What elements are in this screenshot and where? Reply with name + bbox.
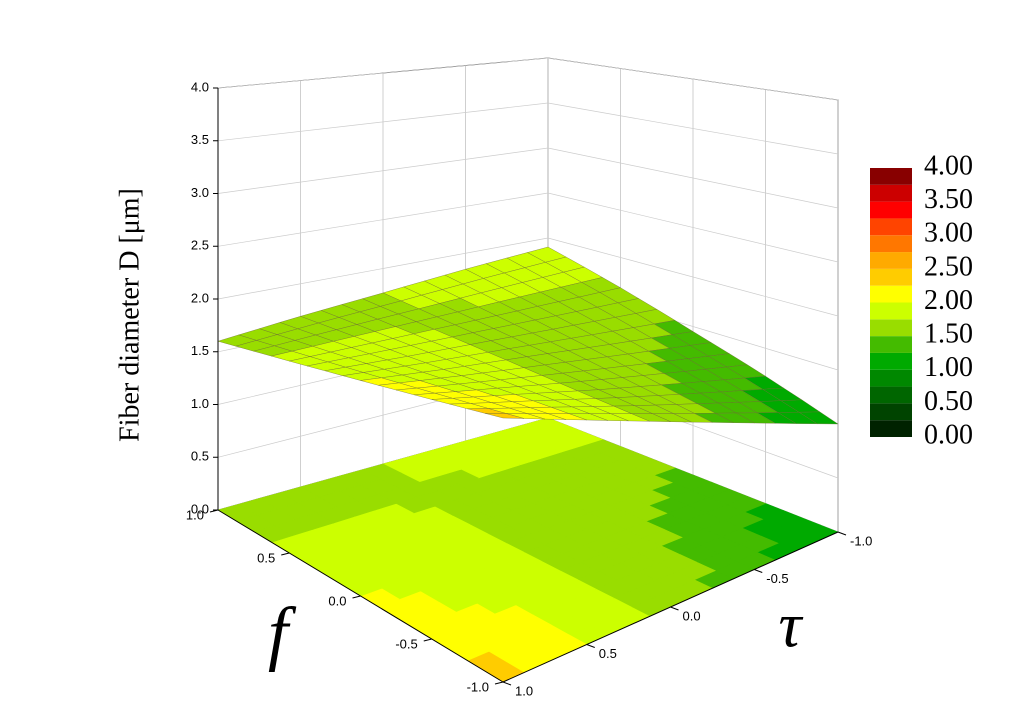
- y-axis-title: τ: [779, 590, 804, 661]
- x-tick-label: 1.0: [186, 507, 204, 522]
- x-tick: [281, 552, 290, 556]
- colorbar-tick-label: 1.00: [924, 352, 973, 383]
- y-tick: [670, 606, 679, 611]
- y-tick: [586, 644, 595, 648]
- colorbar-band: [870, 386, 912, 404]
- surface-cell: [485, 413, 524, 419]
- colorbar-band: [870, 268, 912, 286]
- z-tick-label: 2.5: [191, 238, 209, 253]
- colorbar-band: [870, 420, 912, 437]
- y-tick: [837, 531, 847, 536]
- colorbar-band: [870, 252, 912, 269]
- z-axis-title: Fiber diameter D [μm]: [114, 188, 145, 442]
- y-tick: [754, 569, 763, 573]
- z-tick-label: 0.5: [191, 449, 209, 464]
- colorbar-band: [870, 184, 912, 202]
- colorbar-band: [870, 352, 912, 370]
- colorbar-tick-label: 0.00: [924, 419, 973, 450]
- colorbar-band: [870, 302, 912, 320]
- z-tick-label: 0.0: [191, 501, 209, 516]
- colorbar-band: [870, 403, 912, 421]
- x-tick: [494, 681, 504, 685]
- colorbar-band: [870, 319, 912, 337]
- colorbar-band: [870, 218, 912, 236]
- colorbar-band: [870, 168, 912, 185]
- y-tick-label: 0.5: [599, 646, 617, 661]
- colorbar-tick-label: 2.00: [924, 285, 973, 316]
- colorbar-tick-label: 1.50: [924, 319, 973, 350]
- grid-line: [217, 192, 839, 263]
- floor-contour: [217, 417, 839, 683]
- y-tick-label: -1.0: [850, 533, 872, 548]
- axes: 0.0 0.5 1.0 1.5 2.0 2.5 3.0 3.5 4.0 -1.0 -0.5 0.0 0.…: [186, 79, 872, 698]
- surface: [217, 246, 839, 425]
- grid-line: [217, 147, 839, 209]
- z-tick-label: 1.0: [191, 396, 209, 411]
- y-tick: [502, 681, 512, 686]
- z-tick-label: 1.5: [191, 343, 209, 358]
- colorbar-tick-label: 3.50: [924, 184, 973, 215]
- x-tick-label: -0.5: [395, 636, 417, 651]
- y-tick-label: 1.0: [515, 683, 533, 698]
- z-tick-label: 3.5: [191, 132, 209, 147]
- grid-line: [217, 102, 839, 155]
- colorbar-band: [870, 235, 912, 253]
- grid-line: [217, 237, 839, 317]
- x-tick: [352, 595, 361, 599]
- x-tick: [209, 509, 219, 513]
- x-tick-label: 0.5: [257, 550, 275, 565]
- z-tick-label: 2.0: [191, 290, 209, 305]
- colorbar: 0.000.501.001.502.002.503.003.504.00: [870, 150, 973, 450]
- colorbar-tick-label: 2.50: [924, 251, 973, 282]
- colorbar-tick-label: 0.50: [924, 386, 973, 417]
- z-tick-label: 4.0: [191, 79, 209, 94]
- y-tick-label: 0.0: [683, 608, 701, 623]
- x-tick: [423, 638, 432, 642]
- colorbar-band: [870, 336, 912, 353]
- colorbar-band: [870, 285, 912, 303]
- x-tick-label: 0.0: [328, 593, 346, 608]
- colorbar-band: [870, 201, 912, 219]
- z-tick-label: 3.0: [191, 185, 209, 200]
- x-tick-label: -1.0: [467, 679, 489, 694]
- grid-line: [217, 57, 839, 101]
- y-tick-label: -0.5: [766, 571, 788, 586]
- colorbar-band: [870, 369, 912, 387]
- colorbar-tick-label: 4.00: [924, 150, 973, 181]
- colorbar-tick-label: 3.00: [924, 218, 973, 249]
